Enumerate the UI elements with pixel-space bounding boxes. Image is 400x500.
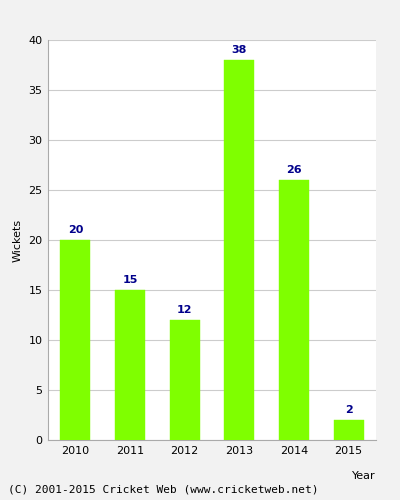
Text: Year: Year (352, 470, 376, 480)
Y-axis label: Wickets: Wickets (13, 218, 23, 262)
Bar (115, 290, 145, 440)
Bar (170, 320, 200, 440)
Bar (279, 180, 309, 440)
Text: 20: 20 (68, 225, 83, 235)
Bar (60, 240, 90, 440)
Text: 38: 38 (232, 45, 247, 55)
Text: (C) 2001-2015 Cricket Web (www.cricketweb.net): (C) 2001-2015 Cricket Web (www.cricketwe… (8, 485, 318, 495)
Bar (224, 60, 254, 440)
Bar (334, 420, 364, 440)
Text: 15: 15 (122, 275, 138, 285)
Text: 12: 12 (177, 305, 192, 315)
Text: 2: 2 (345, 405, 352, 415)
Text: 26: 26 (286, 165, 302, 175)
